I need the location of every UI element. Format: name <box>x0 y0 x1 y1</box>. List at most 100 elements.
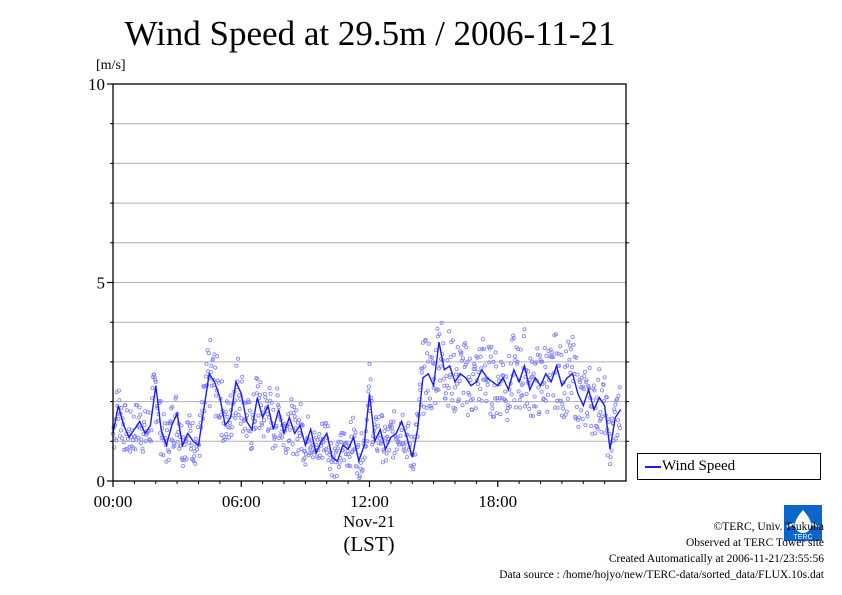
data-point <box>454 372 459 377</box>
data-point <box>459 358 464 363</box>
data-point <box>238 396 243 401</box>
data-point <box>562 391 567 396</box>
data-point <box>577 415 582 420</box>
data-point <box>233 411 238 416</box>
data-point <box>338 433 343 438</box>
data-point <box>239 416 244 421</box>
data-point <box>465 359 470 364</box>
data-point <box>190 421 195 426</box>
data-point <box>585 410 590 415</box>
data-point <box>253 425 258 430</box>
data-point <box>162 421 167 426</box>
data-point <box>161 453 166 458</box>
data-point <box>505 417 510 422</box>
data-point <box>545 409 550 414</box>
data-point <box>237 393 242 398</box>
data-point <box>425 351 430 356</box>
data-point <box>307 451 312 456</box>
data-point <box>461 390 466 395</box>
data-point <box>512 354 517 359</box>
data-point <box>389 423 394 428</box>
data-point <box>395 435 400 440</box>
data-point <box>516 389 521 394</box>
data-point <box>578 380 583 385</box>
data-point <box>455 381 460 386</box>
data-point <box>288 411 293 416</box>
data-point <box>299 447 304 452</box>
data-point <box>296 448 301 453</box>
data-point <box>473 406 478 411</box>
data-point <box>164 428 169 433</box>
data-point <box>443 391 448 396</box>
data-point <box>138 412 143 417</box>
data-point <box>494 364 499 369</box>
data-point <box>491 359 496 364</box>
data-point <box>312 430 317 435</box>
data-point <box>355 471 360 476</box>
data-point <box>541 396 546 401</box>
data-point <box>603 431 608 436</box>
footer-observed: Observed at TERC Tower site <box>685 537 824 549</box>
data-point <box>402 444 407 449</box>
data-point <box>223 409 228 414</box>
data-point <box>483 391 488 396</box>
data-point <box>477 347 482 352</box>
data-point <box>272 434 277 439</box>
data-point <box>515 361 520 366</box>
data-point <box>430 359 435 364</box>
data-point <box>238 421 243 426</box>
data-point <box>294 408 299 413</box>
data-point <box>398 433 403 438</box>
data-point <box>504 374 509 379</box>
data-point <box>548 372 553 377</box>
data-point <box>298 402 303 407</box>
data-point <box>171 441 176 446</box>
data-point <box>566 384 571 389</box>
data-point <box>123 447 128 452</box>
data-point <box>226 400 231 405</box>
data-point <box>209 383 214 388</box>
data-point <box>560 406 565 411</box>
data-point <box>448 354 453 359</box>
x-tick-label: 00:00 <box>94 492 133 511</box>
data-point <box>446 403 451 408</box>
data-point <box>587 365 592 370</box>
data-point <box>217 415 222 420</box>
data-point <box>240 374 245 379</box>
data-point <box>463 341 468 346</box>
data-point <box>228 393 233 398</box>
data-point <box>230 425 235 430</box>
data-point <box>184 457 189 462</box>
data-point <box>358 460 363 465</box>
data-point <box>467 392 472 397</box>
data-point <box>615 433 620 438</box>
data-point <box>333 460 338 465</box>
data-point <box>536 385 541 390</box>
data-point <box>602 399 607 404</box>
data-point <box>581 387 586 392</box>
data-point <box>589 423 594 428</box>
data-point <box>161 412 166 417</box>
data-point <box>364 444 369 449</box>
data-point <box>503 398 508 403</box>
data-point <box>337 460 342 465</box>
data-point <box>399 428 404 433</box>
data-point <box>348 464 353 469</box>
data-point <box>464 345 469 350</box>
data-point <box>376 440 381 445</box>
data-point <box>365 439 370 444</box>
data-point <box>367 361 372 366</box>
data-point <box>564 409 569 414</box>
data-point <box>475 382 480 387</box>
data-point <box>596 377 601 382</box>
data-point <box>491 414 496 419</box>
data-point <box>273 443 278 448</box>
data-point <box>512 398 517 403</box>
data-point <box>478 386 483 391</box>
data-point <box>140 446 145 451</box>
data-point <box>580 417 585 422</box>
data-point <box>569 347 574 352</box>
data-point <box>138 441 143 446</box>
data-point <box>271 407 276 412</box>
